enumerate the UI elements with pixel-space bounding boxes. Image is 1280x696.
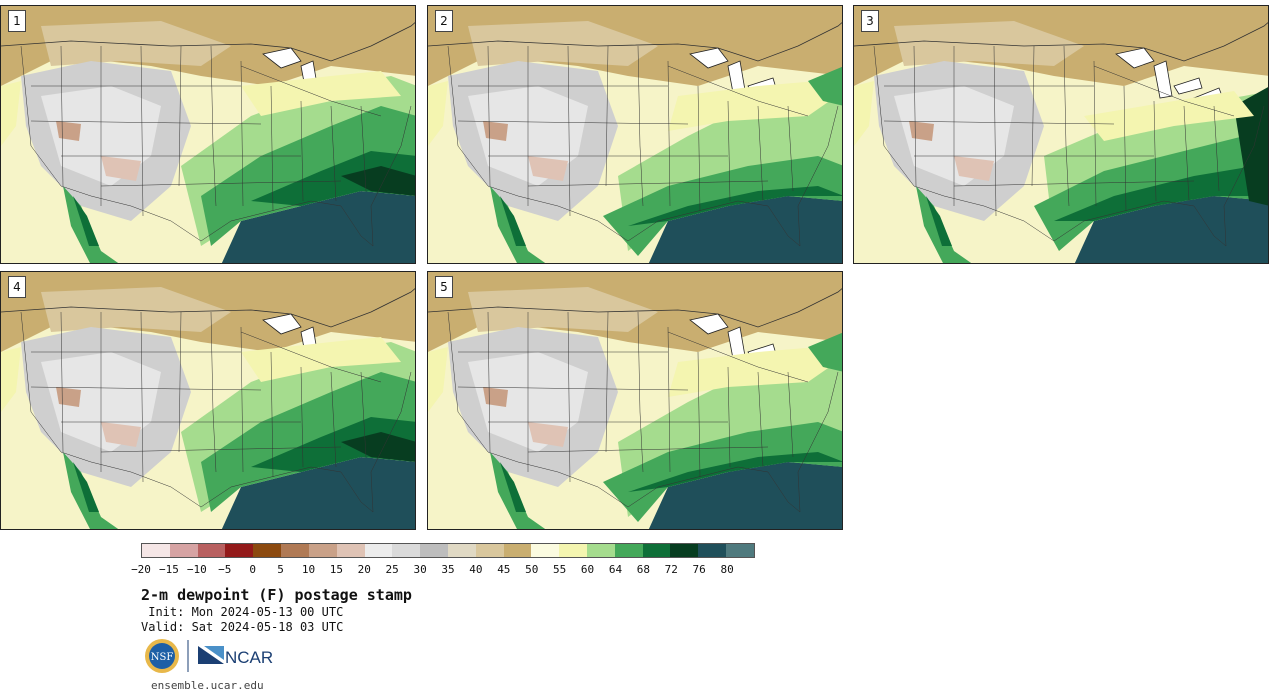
colorbar-tick-label: 76: [692, 563, 706, 576]
nsf-logo-text: NSF: [151, 652, 174, 663]
colorbar-swatch: [698, 544, 727, 557]
colorbar-swatch: [225, 544, 254, 557]
valid-time: Valid: Sat 2024-05-18 03 UTC: [141, 620, 344, 634]
colorbar-tick-label: 50: [525, 563, 539, 576]
map-panel-4[interactable]: 4: [0, 271, 416, 530]
colorbar-tick-label: 68: [636, 563, 650, 576]
colorbar-swatch: [447, 544, 476, 557]
colorbar-swatch: [392, 544, 421, 557]
panel-number: 3: [861, 10, 879, 32]
colorbar-tick-labels: −20 −15 −10 −5 0 5 10 15 20 25 30 35 40 45 50 55 60 64 68 7…: [131, 563, 755, 577]
colorbar-swatch: [503, 544, 532, 557]
colorbar-tick-label: 0: [249, 563, 256, 576]
dewpoint-map-1: [1, 6, 415, 263]
colorbar-swatch: [253, 544, 282, 557]
colorbar-swatch: [281, 544, 309, 557]
ncar-logo: NCAR: [198, 646, 273, 667]
panel-number: 5: [435, 276, 453, 298]
website-url[interactable]: ensemble.ucar.edu: [151, 679, 264, 692]
panel-number: 1: [8, 10, 26, 32]
colorbar-tick-label: 40: [469, 563, 483, 576]
colorbar-swatch: [308, 544, 337, 557]
colorbar-tick-label: −15: [158, 563, 179, 576]
dewpoint-map-5: [428, 272, 842, 529]
colorbar-swatch: [587, 544, 615, 557]
colorbar-swatch: [364, 544, 393, 557]
map-panel-1[interactable]: 1: [0, 5, 416, 264]
map-panel-2[interactable]: 2: [427, 5, 843, 264]
map-panel-3[interactable]: 3: [853, 5, 1269, 264]
colorbar-swatch: [336, 544, 365, 557]
colorbar-swatch: [420, 544, 448, 557]
colorbar-tick-label: 35: [441, 563, 455, 576]
colorbar-swatch: [142, 544, 170, 557]
colorbar-swatch: [531, 544, 560, 557]
colorbar-tick-label: 25: [385, 563, 399, 576]
dewpoint-map-2: [428, 6, 842, 263]
colorbar-swatch: [169, 544, 198, 557]
colorbar-tick-label: −5: [218, 563, 232, 576]
panel-number: 2: [435, 10, 453, 32]
colorbar-tick-label: 10: [301, 563, 316, 576]
logos: NSF NCAR: [145, 639, 273, 673]
colorbar-tick-label: 30: [413, 563, 427, 576]
colorbar-swatch: [614, 544, 643, 557]
nsf-logo: NSF: [145, 639, 179, 673]
colorbar-tick-label: 72: [664, 563, 678, 576]
dewpoint-map-3: [854, 6, 1268, 263]
colorbar-swatch: [670, 544, 699, 557]
dewpoint-map-4: [1, 272, 415, 529]
colorbar-tick-label: 60: [580, 563, 595, 576]
colorbar-tick-label: 15: [329, 563, 343, 576]
colorbar-tick-label: 20: [357, 563, 371, 576]
colorbar-swatch: [197, 544, 226, 557]
colorbar-tick-label: 80: [720, 563, 734, 576]
panel-number: 4: [8, 276, 26, 298]
colorbar-tick-label: −20: [131, 563, 151, 576]
colorbar-tick-label: 64: [608, 563, 623, 576]
colorbar-swatch: [475, 544, 504, 557]
ncar-logo-text: NCAR: [225, 648, 273, 667]
init-time: Init: Mon 2024-05-13 00 UTC: [141, 605, 344, 619]
colorbar-tick-label: 55: [553, 563, 567, 576]
figure-title: 2-m dewpoint (F) postage stamp: [141, 586, 412, 604]
map-panel-5[interactable]: 5: [427, 271, 843, 530]
colorbar-swatch: [559, 544, 587, 557]
colorbar-tick-label: 45: [497, 563, 511, 576]
colorbar: [141, 543, 755, 558]
colorbar-tick-label: −10: [186, 563, 207, 576]
colorbar-swatch: [642, 544, 671, 557]
colorbar-tick-label: 5: [277, 563, 284, 576]
colorbar-swatch: [726, 544, 754, 557]
